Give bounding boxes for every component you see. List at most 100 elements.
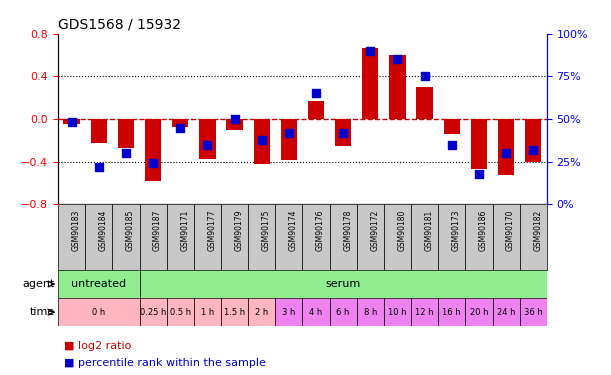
- Point: [284, 130, 294, 136]
- Bar: [520, 298, 547, 326]
- Text: GSM90187: GSM90187: [153, 210, 162, 251]
- Bar: [172, 119, 188, 126]
- Bar: [221, 204, 248, 270]
- Text: 3 h: 3 h: [282, 308, 296, 316]
- Text: time: time: [30, 307, 55, 317]
- Bar: [384, 204, 411, 270]
- Bar: [520, 204, 547, 270]
- Text: GSM90172: GSM90172: [370, 210, 379, 251]
- Text: GSM90183: GSM90183: [71, 210, 81, 251]
- Bar: [302, 298, 329, 326]
- Point: [338, 130, 348, 136]
- Bar: [362, 48, 378, 119]
- Text: GSM90184: GSM90184: [99, 210, 108, 251]
- Text: ■ percentile rank within the sample: ■ percentile rank within the sample: [64, 358, 266, 368]
- Point: [365, 48, 375, 54]
- Text: GSM90175: GSM90175: [262, 210, 271, 251]
- Bar: [227, 119, 243, 130]
- Text: GSM90170: GSM90170: [506, 210, 515, 251]
- Point: [148, 160, 158, 166]
- Bar: [139, 204, 167, 270]
- Bar: [471, 119, 487, 169]
- Text: 6 h: 6 h: [337, 308, 350, 316]
- Text: 1 h: 1 h: [201, 308, 214, 316]
- Bar: [167, 204, 194, 270]
- Bar: [167, 298, 194, 326]
- Point: [94, 164, 104, 170]
- Bar: [466, 298, 492, 326]
- Bar: [384, 298, 411, 326]
- Text: GSM90174: GSM90174: [289, 210, 298, 251]
- Point: [175, 124, 185, 130]
- Text: agent: agent: [23, 279, 55, 289]
- Text: 20 h: 20 h: [470, 308, 488, 316]
- Point: [121, 150, 131, 156]
- Bar: [145, 119, 161, 181]
- Text: GSM90178: GSM90178: [343, 210, 352, 251]
- Bar: [444, 119, 460, 134]
- Point: [529, 147, 538, 153]
- Text: GSM90177: GSM90177: [207, 210, 216, 251]
- Text: 16 h: 16 h: [442, 308, 461, 316]
- Bar: [466, 204, 492, 270]
- Bar: [58, 204, 85, 270]
- Bar: [64, 119, 80, 124]
- Text: GSM90173: GSM90173: [452, 210, 461, 251]
- Bar: [194, 204, 221, 270]
- Text: 0.5 h: 0.5 h: [170, 308, 191, 316]
- Text: GSM90180: GSM90180: [398, 210, 406, 251]
- Point: [393, 56, 403, 62]
- Text: GSM90185: GSM90185: [126, 210, 135, 251]
- Bar: [492, 204, 520, 270]
- Bar: [525, 119, 541, 162]
- Text: GSM90182: GSM90182: [533, 210, 543, 251]
- Bar: [438, 298, 466, 326]
- Bar: [112, 204, 139, 270]
- Bar: [58, 298, 139, 326]
- Text: 1.5 h: 1.5 h: [224, 308, 245, 316]
- Bar: [221, 298, 248, 326]
- Text: ■ log2 ratio: ■ log2 ratio: [64, 341, 131, 351]
- Text: 24 h: 24 h: [497, 308, 515, 316]
- Point: [474, 171, 484, 177]
- Text: GDS1568 / 15932: GDS1568 / 15932: [58, 17, 181, 31]
- Bar: [85, 204, 112, 270]
- Bar: [248, 204, 276, 270]
- Bar: [417, 87, 433, 119]
- Bar: [280, 119, 297, 160]
- Point: [501, 150, 511, 156]
- Point: [67, 120, 76, 126]
- Bar: [90, 119, 107, 142]
- Bar: [389, 55, 406, 119]
- Bar: [308, 101, 324, 119]
- Text: 8 h: 8 h: [364, 308, 377, 316]
- Text: GSM90171: GSM90171: [180, 210, 189, 251]
- Point: [420, 74, 430, 80]
- Bar: [199, 119, 216, 159]
- Bar: [492, 298, 520, 326]
- Bar: [357, 204, 384, 270]
- Point: [230, 116, 240, 122]
- Bar: [411, 204, 438, 270]
- Bar: [329, 204, 357, 270]
- Text: GSM90186: GSM90186: [479, 210, 488, 251]
- Bar: [58, 270, 139, 298]
- Bar: [357, 298, 384, 326]
- Text: 12 h: 12 h: [415, 308, 434, 316]
- Text: 36 h: 36 h: [524, 308, 543, 316]
- Bar: [335, 119, 351, 146]
- Bar: [194, 298, 221, 326]
- Text: untreated: untreated: [71, 279, 126, 289]
- Bar: [139, 270, 547, 298]
- Text: 0.25 h: 0.25 h: [140, 308, 166, 316]
- Bar: [329, 298, 357, 326]
- Text: 2 h: 2 h: [255, 308, 268, 316]
- Text: GSM90176: GSM90176: [316, 210, 325, 251]
- Bar: [411, 298, 438, 326]
- Text: serum: serum: [326, 279, 361, 289]
- Point: [447, 142, 456, 148]
- Point: [257, 136, 266, 142]
- Bar: [276, 204, 302, 270]
- Text: GSM90181: GSM90181: [425, 210, 434, 251]
- Bar: [276, 298, 302, 326]
